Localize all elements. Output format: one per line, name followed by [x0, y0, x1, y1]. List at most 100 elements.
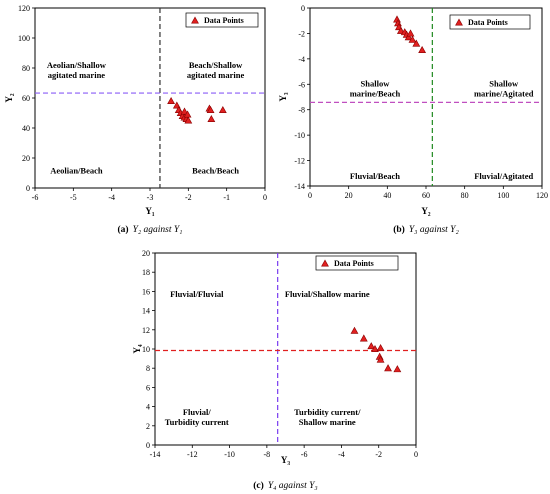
- chart-a-ytick-label: 0: [26, 184, 30, 193]
- chart-b-legend-box: [449, 14, 531, 30]
- chart-c-ytick-label: 10: [142, 345, 150, 354]
- chart-a-point: [167, 96, 175, 105]
- chart-b-xtick-label: 60: [422, 191, 430, 200]
- chart-b-ytick-label: -2: [298, 29, 305, 38]
- chart-c-xtick-label: 0: [414, 450, 418, 459]
- chart-b-point: [406, 29, 415, 37]
- chart-b-ytick-label: -4: [298, 55, 305, 64]
- chart-c-region-bottom-left: Fluvial/: [183, 407, 212, 417]
- chart-b-legend-marker: [455, 18, 463, 26]
- chart-b-region-bottom-right: Fluvial/Agitated: [474, 171, 533, 181]
- chart-c-point: [367, 342, 376, 350]
- chart-b-point: [408, 35, 417, 43]
- chart-b-ylabel: Y₃: [278, 92, 288, 101]
- chart-b-region-top-left: Shallow: [361, 79, 391, 89]
- chart-c-ytick-label: 20: [142, 249, 150, 258]
- chart-b-ytick-label: -10: [294, 131, 305, 140]
- chart-b-caption-text: Y₃ against Y₂: [409, 225, 460, 235]
- chart-a-point: [184, 116, 193, 124]
- chart-c-xlabel: Y₃: [281, 455, 290, 465]
- chart-c-point: [384, 364, 392, 372]
- chart-c-point: [371, 344, 379, 353]
- chart-a-legend-label: Data Points: [204, 16, 244, 25]
- chart-a-point: [206, 105, 215, 114]
- chart-a-ytick-label: 60: [22, 94, 30, 103]
- chart-c-xtick-label: -14: [150, 450, 161, 459]
- chart-c-point: [376, 355, 385, 363]
- chart-b-ytick-label: 0: [301, 4, 305, 13]
- chart-c-region-bottom-left: Turbidity current: [165, 417, 229, 427]
- chart-c-xtick-label: -10: [224, 450, 235, 459]
- chart-a-ytick-label: 40: [22, 124, 30, 133]
- chart-c-xtick-label: -4: [338, 450, 345, 459]
- chart-c-ytick-label: 2: [146, 422, 150, 431]
- chart-a-ytick-label: 120: [18, 4, 30, 13]
- chart-a-region-bottom-left: Aeolian/Beach: [50, 166, 103, 176]
- chart-c-region-bottom-right: Turbidity current/: [294, 407, 361, 417]
- chart-c-ytick-label: 14: [142, 307, 150, 316]
- chart-a-region-top-left: Aeolian/Shallow: [47, 60, 107, 70]
- chart-b-ref-v: 0 20 40 60 80 100 120 0 -2 -4 -6 -8 -10 -12 -14 Y₂ Y₃ Sha…: [278, 4, 548, 235]
- chart-c-ylabel: Y₄: [132, 344, 142, 353]
- chart-a-caption-label: (a): [118, 224, 129, 235]
- chart-a-region-top-left: agitated marine: [48, 70, 106, 80]
- chart-a-xlabel: Y₁: [145, 206, 154, 216]
- chart-c-ytick-label: 0: [146, 441, 150, 450]
- chart-a-ytick-label: 80: [22, 64, 30, 73]
- chart-c-xtick-label: -12: [187, 450, 198, 459]
- chart-a-frame: [34, 7, 266, 189]
- chart-a-ylabel: Y₂: [4, 93, 14, 102]
- chart-a-xtick-label: 0: [263, 193, 267, 202]
- chart-b-xtick-label: 0: [308, 191, 312, 200]
- chart-a-point: [218, 105, 227, 114]
- chart-a-xtick-label: -6: [32, 193, 39, 202]
- chart-b-legend-label: Data Points: [468, 18, 508, 27]
- chart-c-caption-label: (c): [253, 480, 264, 491]
- chart-a-ytick-label: 20: [22, 154, 30, 163]
- chart-a-region-top-right: Beach/Shallow: [189, 60, 243, 70]
- chart-c-ytick-label: 4: [146, 403, 150, 412]
- chart-c-legend-label: Data Points: [334, 259, 374, 268]
- chart-c-ref-v: -14 -12 -10 -8 -6 -4 -2 0 0 2 4 6 8 10 12 14 16 18 20 Y₃ Y₄ F…: [132, 249, 418, 491]
- chart-c-ytick-label: 18: [142, 268, 150, 277]
- chart-c-region-bottom-right: Shallow marine: [299, 417, 356, 427]
- chart-b-point: [412, 39, 421, 47]
- chart-c-ytick-label: 12: [142, 326, 150, 335]
- chart-a-legend-marker: [191, 16, 199, 24]
- chart-b-point: [404, 33, 413, 41]
- chart-a-caption-text: Y₂ against Y₁: [133, 225, 183, 235]
- chart-b-region-top-right: Shallow: [489, 79, 519, 89]
- chart-b-point: [418, 45, 427, 53]
- chart-b-caption: (b) Y₃ against Y₂: [393, 224, 459, 235]
- chart-c-point: [350, 326, 359, 334]
- chart-c-xtick-label: -6: [301, 450, 308, 459]
- chart-a-caption: (a) Y₂ against Y₁: [118, 224, 183, 235]
- chart-c-xtick-label: -2: [375, 450, 382, 459]
- chart-b-ytick-label: -8: [298, 106, 305, 115]
- chart-a-xtick-label: -5: [70, 193, 77, 202]
- chart-c-region-top-left: Fluvial/Fluvial: [170, 289, 224, 299]
- chart-c-region-top-right: Fluvial/Shallow marine: [285, 289, 370, 299]
- chart-a-point: [183, 110, 192, 118]
- chart-b-ytick-label: -14: [294, 182, 305, 191]
- chart-b-caption-label: (b): [393, 224, 405, 235]
- chart-b-xlabel: Y₂: [421, 206, 430, 216]
- chart-b-ytick-label: -12: [294, 157, 305, 166]
- chart-b-region-top-right: marine/Agitated: [474, 89, 534, 99]
- chart-b-ytick-label: -6: [298, 80, 305, 89]
- chart-a-point: [207, 114, 216, 123]
- chart-a-ref-v: -6 -5 -4 -3 -2 -1 0 0 20 40 60 80 100 120 Y₁ Y₂ Aeolian/…: [4, 4, 267, 235]
- chart-c-ytick-label: 16: [142, 287, 150, 296]
- chart-b-region-bottom-left: Fluvial/Beach: [350, 171, 400, 181]
- chart-b-xtick-label: 120: [536, 191, 548, 200]
- chart-c-point: [376, 344, 385, 352]
- chart-c-xtick-label: -8: [264, 450, 271, 459]
- chart-a-legend-box: [185, 12, 259, 28]
- chart-a-region-top-right: agitated marine: [187, 70, 245, 80]
- chart-a-xtick-label: -1: [223, 193, 230, 202]
- chart-c-legend-box: [315, 255, 399, 271]
- chart-c-point: [393, 365, 402, 373]
- chart-b-xtick-label: 20: [345, 191, 353, 200]
- chart-b-xtick-label: 40: [383, 191, 391, 200]
